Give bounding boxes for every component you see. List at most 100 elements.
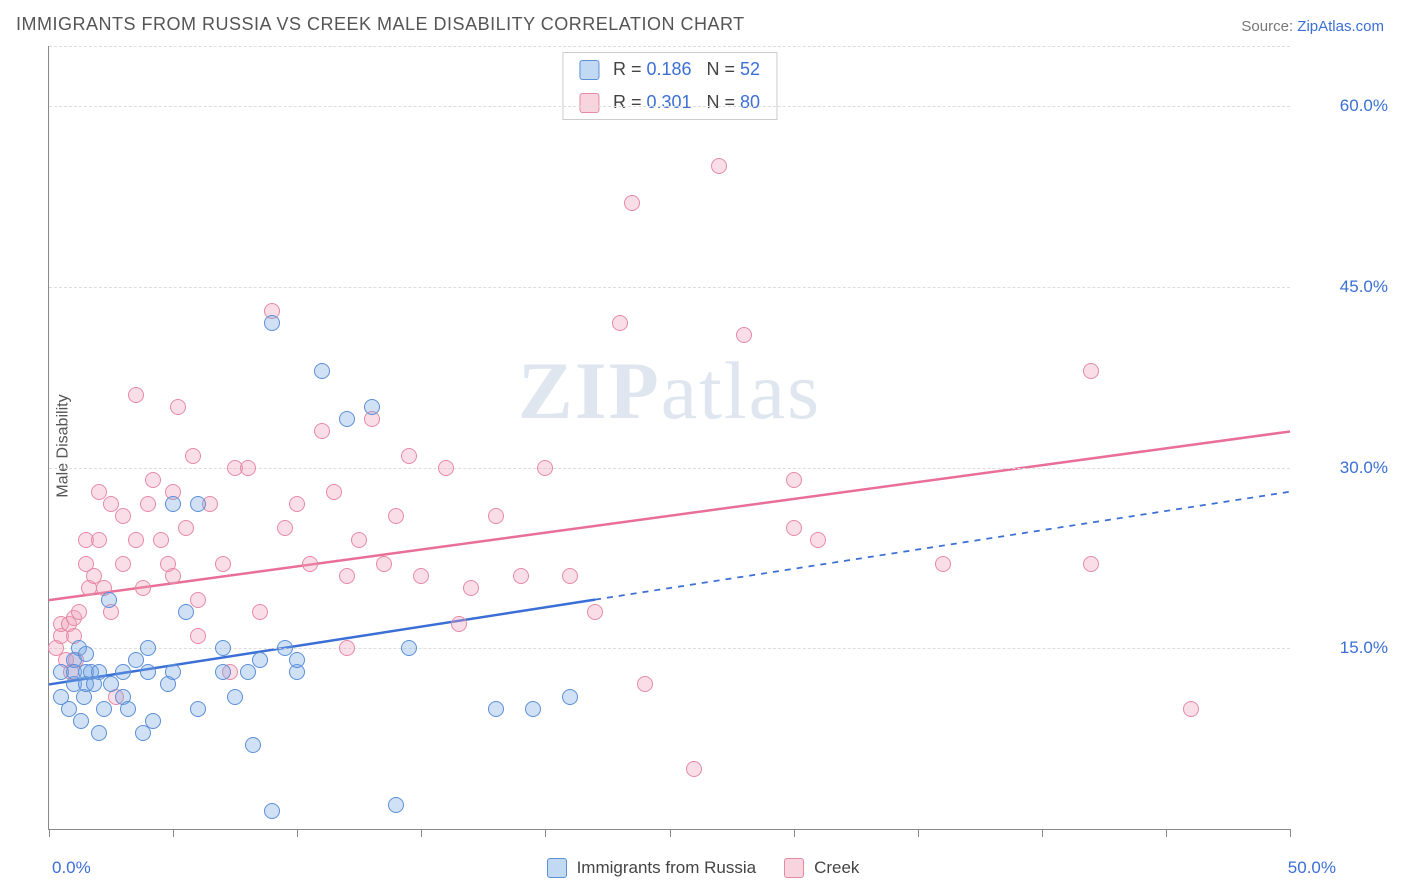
data-point [240,664,256,680]
data-point [339,411,355,427]
data-point [252,652,268,668]
series-legend: Immigrants from Russia Creek [0,858,1406,878]
data-point [736,327,752,343]
data-point [388,508,404,524]
data-point [245,737,261,753]
data-point [96,701,112,717]
legend-swatch-blue [579,60,599,80]
data-point [101,592,117,608]
data-point [145,472,161,488]
data-point [227,689,243,705]
data-point [135,580,151,596]
square-icon [784,858,804,878]
data-point [115,664,131,680]
data-point [786,472,802,488]
data-point [351,532,367,548]
legend-row-series-b: R = 0.301 N = 80 [563,86,776,119]
data-point [401,640,417,656]
data-point [120,701,136,717]
legend-item-b: Creek [784,858,859,878]
data-point [178,520,194,536]
data-point [711,158,727,174]
source-link[interactable]: ZipAtlas.com [1297,18,1384,35]
data-point [115,556,131,572]
data-point [240,460,256,476]
data-point [326,484,342,500]
data-point [145,713,161,729]
data-point [562,568,578,584]
regression-lines [49,46,1290,829]
data-point [190,628,206,644]
correlation-legend: R = 0.186 N = 52 R = 0.301 N = 80 [562,52,777,120]
data-point [537,460,553,476]
data-point [128,532,144,548]
data-point [364,399,380,415]
data-point [935,556,951,572]
data-point [488,701,504,717]
data-point [190,496,206,512]
legend-row-series-a: R = 0.186 N = 52 [563,53,776,86]
data-point [810,532,826,548]
data-point [140,496,156,512]
data-point [264,315,280,331]
data-point [624,195,640,211]
source-label: Source: ZipAtlas.com [1241,18,1384,35]
data-point [215,640,231,656]
data-point [525,701,541,717]
data-point [339,568,355,584]
data-point [388,797,404,813]
data-point [78,646,94,662]
data-point [339,640,355,656]
data-point [637,676,653,692]
y-tick-label: 15.0% [1340,638,1388,658]
data-point [1083,556,1099,572]
data-point [252,604,268,620]
data-point [73,713,89,729]
data-point [215,556,231,572]
data-point [451,616,467,632]
chart-title: IMMIGRANTS FROM RUSSIA VS CREEK MALE DIS… [16,14,745,35]
y-tick-label: 30.0% [1340,458,1388,478]
data-point [376,556,392,572]
data-point [190,701,206,717]
data-point [488,508,504,524]
data-point [1183,701,1199,717]
square-icon [547,858,567,878]
data-point [185,448,201,464]
data-point [215,664,231,680]
data-point [128,387,144,403]
y-tick-label: 45.0% [1340,277,1388,297]
legend-swatch-pink [579,93,599,113]
data-point [513,568,529,584]
data-point [612,315,628,331]
data-point [289,652,305,668]
data-point [302,556,318,572]
data-point [140,664,156,680]
data-point [165,664,181,680]
data-point [91,532,107,548]
data-point [165,568,181,584]
legend-item-a: Immigrants from Russia [547,858,756,878]
data-point [314,423,330,439]
data-point [562,689,578,705]
data-point [314,363,330,379]
data-point [463,580,479,596]
watermark: ZIPatlas [518,344,821,438]
data-point [401,448,417,464]
data-point [165,496,181,512]
data-point [686,761,702,777]
data-point [115,508,131,524]
data-point [438,460,454,476]
data-point [413,568,429,584]
data-point [71,604,87,620]
data-point [140,640,156,656]
data-point [786,520,802,536]
data-point [170,399,186,415]
y-tick-label: 60.0% [1340,96,1388,116]
data-point [153,532,169,548]
data-point [178,604,194,620]
data-point [1083,363,1099,379]
data-point [277,520,293,536]
data-point [264,803,280,819]
data-point [91,725,107,741]
